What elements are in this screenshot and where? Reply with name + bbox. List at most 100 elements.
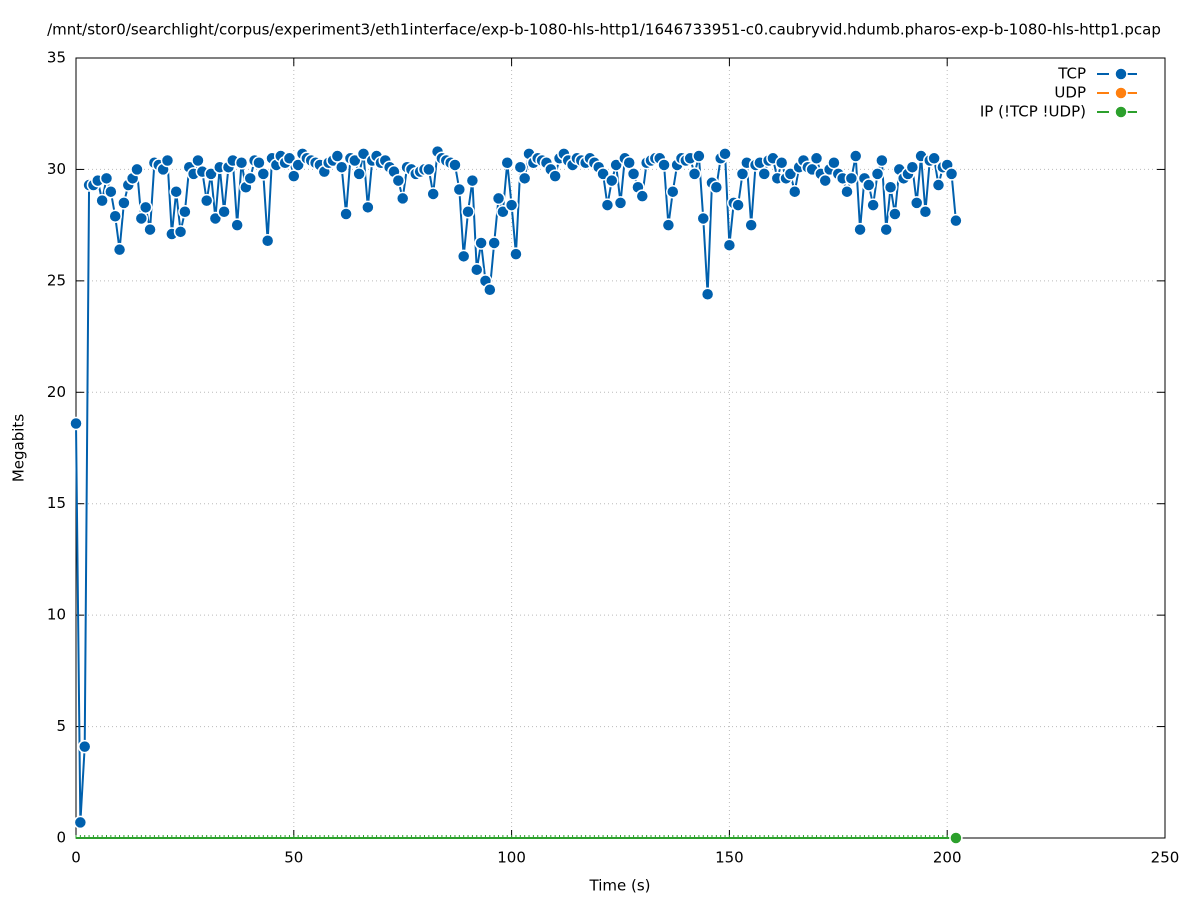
data-point (609, 158, 623, 172)
data-point (112, 242, 127, 257)
data-point (452, 182, 467, 197)
data-point (169, 184, 183, 199)
data-point (456, 249, 471, 264)
x-tick-label: 100 (497, 849, 526, 867)
data-point (700, 287, 715, 301)
x-axis-label: Time (s) (589, 877, 651, 895)
data-point (879, 222, 893, 237)
x-tick-label: 50 (284, 849, 303, 867)
data-point (513, 160, 528, 174)
data-point (696, 211, 711, 226)
data-point (361, 200, 375, 215)
data-point (282, 151, 297, 166)
data-point (949, 831, 963, 845)
data-point (718, 147, 732, 161)
data-point (657, 158, 671, 172)
data-point (130, 162, 144, 177)
data-point (661, 218, 676, 232)
data-point (77, 739, 92, 754)
data-point (905, 160, 920, 174)
y-tick-label: 0 (56, 829, 66, 847)
data-point (330, 149, 345, 163)
data-point (840, 184, 854, 199)
legend-label: UDP (1054, 84, 1086, 102)
data-point (626, 167, 641, 181)
data-point (348, 153, 362, 168)
data-point (208, 211, 223, 226)
data-point (191, 153, 205, 168)
data-point (735, 167, 750, 181)
data-point (256, 167, 271, 181)
data-point (143, 222, 157, 237)
data-point (744, 218, 758, 232)
data-point (853, 222, 867, 237)
data-point (117, 196, 131, 210)
data-point (95, 193, 109, 208)
legend-marker (1114, 86, 1128, 100)
data-point (844, 171, 859, 186)
data-point (722, 238, 737, 252)
data-point (230, 218, 244, 232)
data-point (496, 205, 510, 219)
data-point (461, 205, 475, 219)
data-point (99, 171, 114, 186)
data-point (260, 233, 275, 248)
data-point (517, 171, 532, 186)
data-point (600, 198, 615, 212)
data-point (870, 167, 885, 181)
data-point (234, 155, 249, 170)
data-point (487, 236, 501, 250)
data-point (883, 180, 898, 195)
data-point (862, 178, 876, 192)
data-point (470, 262, 484, 277)
y-tick-label: 15 (47, 494, 66, 512)
data-point (69, 416, 83, 431)
data-point (783, 167, 798, 181)
data-point (352, 167, 366, 181)
data-point (173, 225, 188, 239)
x-tick-label: 250 (1151, 849, 1180, 867)
y-tick-label: 25 (47, 271, 66, 289)
legend-marker (1114, 67, 1128, 81)
data-point (395, 191, 410, 206)
plot-border (75, 57, 1166, 839)
data-point (334, 160, 349, 174)
data-point (252, 155, 266, 170)
data-point (687, 167, 702, 181)
data-point (605, 173, 619, 188)
data-point (757, 167, 771, 181)
data-point (596, 167, 610, 181)
data-point (217, 205, 231, 219)
data-point (774, 155, 789, 170)
data-point (73, 815, 88, 830)
data-point (709, 180, 724, 195)
data-point (426, 187, 440, 201)
data-point (613, 196, 628, 210)
data-point (818, 173, 832, 188)
legend-label: TCP (1057, 65, 1086, 83)
data-point (287, 169, 301, 183)
data-point (622, 155, 636, 170)
data-point (918, 205, 933, 219)
data-point (827, 155, 841, 170)
y-tick-label: 35 (47, 49, 66, 67)
data-point (483, 283, 497, 297)
data-point (138, 200, 153, 215)
x-tick-label: 150 (715, 849, 744, 867)
data-point (866, 198, 880, 212)
data-point (160, 153, 175, 168)
y-tick-label: 30 (47, 160, 66, 178)
data-point (875, 153, 889, 168)
x-tick-label: 200 (933, 849, 962, 867)
data-point (666, 184, 680, 199)
data-point (204, 167, 218, 181)
data-point (339, 207, 353, 221)
data-point (692, 149, 706, 163)
data-point (909, 196, 924, 210)
data-point (809, 151, 824, 166)
data-point (927, 151, 941, 166)
data-point (509, 247, 523, 261)
chart-title: /mnt/stor0/searchlight/corpus/experiment… (47, 21, 1161, 39)
legend-label: IP (!TCP !UDP) (980, 103, 1086, 121)
